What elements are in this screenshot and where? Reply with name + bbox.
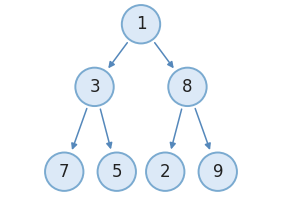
Text: 3: 3 (89, 78, 100, 96)
Circle shape (75, 68, 114, 106)
Circle shape (98, 153, 136, 191)
Text: 5: 5 (111, 163, 122, 181)
Circle shape (122, 5, 160, 43)
Text: 1: 1 (136, 15, 146, 33)
Circle shape (45, 153, 83, 191)
Text: 8: 8 (182, 78, 193, 96)
Text: 2: 2 (160, 163, 171, 181)
Circle shape (168, 68, 207, 106)
Circle shape (146, 153, 184, 191)
Circle shape (199, 153, 237, 191)
Text: 7: 7 (59, 163, 69, 181)
Text: 9: 9 (213, 163, 223, 181)
